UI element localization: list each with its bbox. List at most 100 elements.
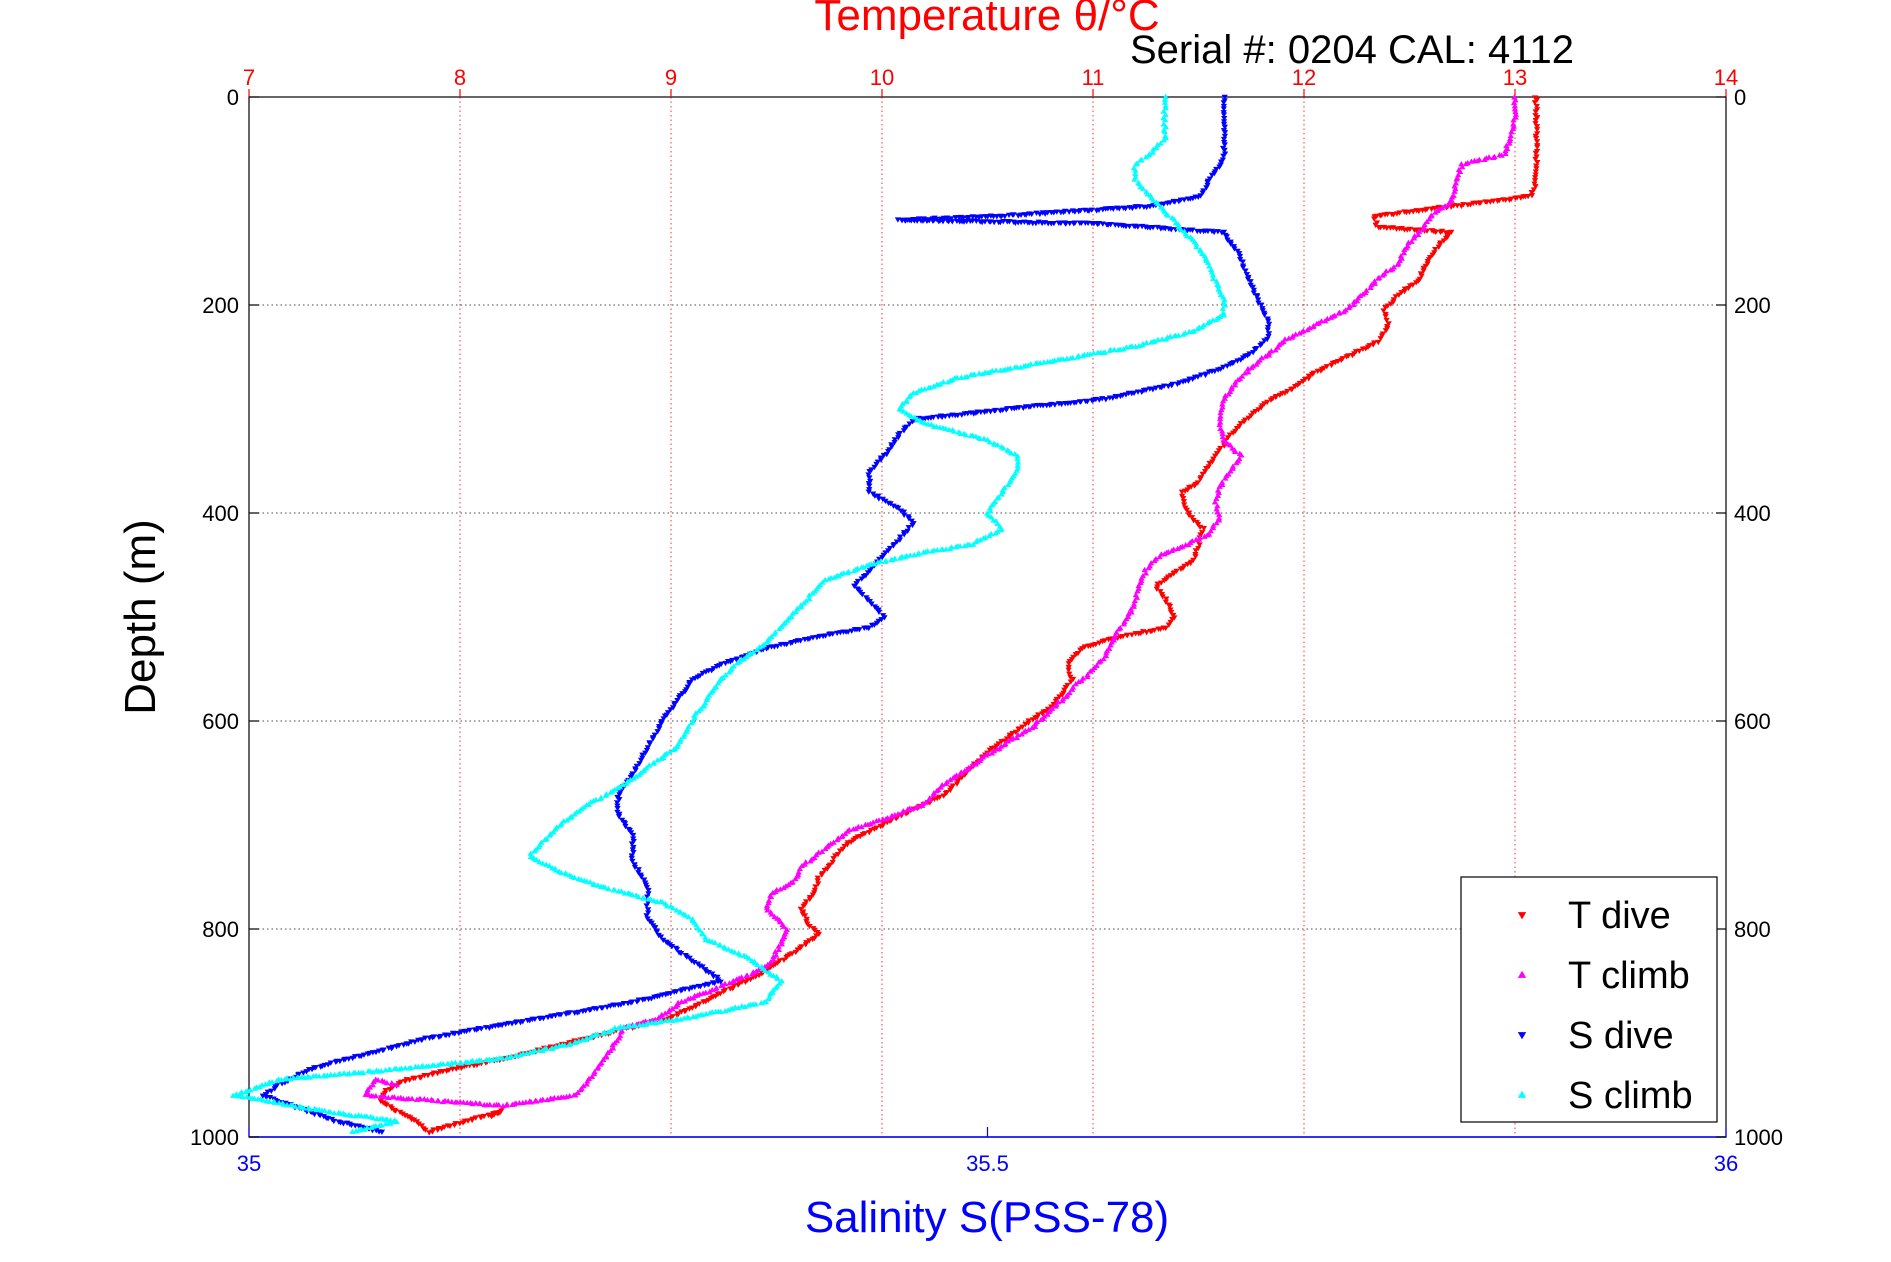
data-point — [462, 1058, 469, 1065]
data-point — [602, 884, 609, 890]
data-point — [775, 946, 782, 952]
data-point — [813, 933, 820, 939]
data-point — [1201, 533, 1208, 539]
data-point — [1458, 203, 1465, 209]
data-point — [1304, 326, 1311, 333]
data-point — [1167, 607, 1174, 613]
data-point — [349, 1128, 356, 1134]
data-point — [1154, 336, 1162, 343]
data-point — [970, 541, 977, 547]
data-point — [671, 702, 678, 708]
top-axis-tick-label: 13 — [1503, 65, 1527, 90]
data-point — [641, 877, 648, 883]
data-point — [1508, 128, 1515, 135]
data-point — [1067, 679, 1074, 685]
data-point — [997, 367, 1004, 373]
data-point — [1533, 124, 1541, 130]
data-point — [1192, 554, 1199, 560]
data-point — [1413, 227, 1420, 234]
data-point — [401, 1078, 409, 1085]
data-point — [633, 999, 641, 1005]
data-point — [1534, 144, 1541, 151]
data-point — [769, 889, 777, 895]
data-point — [546, 832, 553, 838]
data-point — [1233, 459, 1240, 466]
data-point — [767, 971, 774, 977]
data-point — [368, 1124, 375, 1130]
data-point — [603, 1054, 610, 1060]
data-point — [751, 960, 758, 966]
data-point — [1262, 353, 1269, 359]
data-point — [962, 432, 970, 438]
data-point — [412, 1063, 419, 1070]
data-point — [1442, 235, 1450, 242]
data-point — [1145, 564, 1152, 571]
data-point — [882, 558, 889, 564]
data-point — [290, 1074, 297, 1081]
data-point — [807, 858, 814, 864]
data-point — [1288, 334, 1296, 340]
data-point — [673, 907, 680, 913]
data-point — [986, 747, 993, 753]
data-point — [242, 1088, 250, 1094]
data-point — [645, 910, 652, 916]
data-point — [478, 1115, 485, 1121]
data-point — [1177, 226, 1184, 232]
data-point — [1131, 176, 1138, 182]
data-point — [1025, 726, 1032, 732]
data-point — [1533, 103, 1540, 110]
data-point — [1238, 452, 1245, 458]
data-point — [1305, 373, 1313, 379]
data-point — [578, 876, 585, 883]
data-point — [1194, 325, 1201, 332]
data-point — [1253, 361, 1260, 367]
data-point — [616, 797, 623, 803]
data-point — [776, 980, 783, 986]
data-point — [1068, 686, 1076, 692]
data-point — [866, 830, 873, 836]
data-point — [869, 819, 877, 825]
data-point — [1207, 527, 1214, 534]
data-point — [1313, 320, 1320, 327]
data-point — [1531, 100, 1539, 106]
legend-label: S dive — [1568, 1015, 1674, 1057]
data-point — [743, 972, 750, 979]
right-axis-tick-label: 600 — [1734, 709, 1771, 734]
data-point — [800, 600, 808, 606]
data-point — [986, 439, 993, 445]
data-point — [873, 817, 880, 824]
data-point — [378, 1129, 386, 1135]
data-point — [1531, 181, 1538, 187]
data-point — [1400, 249, 1408, 256]
data-point — [718, 982, 725, 989]
data-point — [1335, 310, 1342, 316]
data-point — [706, 1009, 714, 1016]
data-point — [809, 892, 817, 898]
data-point — [1216, 421, 1223, 428]
data-point — [682, 912, 689, 918]
data-point — [677, 988, 685, 994]
data-point — [1292, 331, 1299, 337]
data-point — [792, 875, 799, 882]
data-point — [802, 942, 809, 948]
data-point — [1066, 220, 1073, 227]
data-point — [1133, 594, 1141, 600]
data-point — [1264, 327, 1271, 333]
data-point — [749, 971, 756, 977]
data-point — [574, 1089, 581, 1095]
data-point — [1142, 154, 1150, 160]
left-axis-tick-label: 0 — [227, 85, 239, 110]
data-point — [702, 1010, 710, 1017]
data-point — [1206, 460, 1213, 467]
data-point — [1221, 302, 1229, 308]
data-point — [850, 567, 858, 574]
data-point — [656, 726, 663, 732]
data-point — [952, 543, 960, 550]
data-point — [1115, 626, 1123, 632]
data-point — [1264, 324, 1272, 331]
data-point — [629, 847, 636, 853]
data-point — [980, 535, 987, 541]
data-point — [939, 219, 947, 225]
data-point — [639, 997, 646, 1003]
data-point — [1094, 349, 1101, 355]
